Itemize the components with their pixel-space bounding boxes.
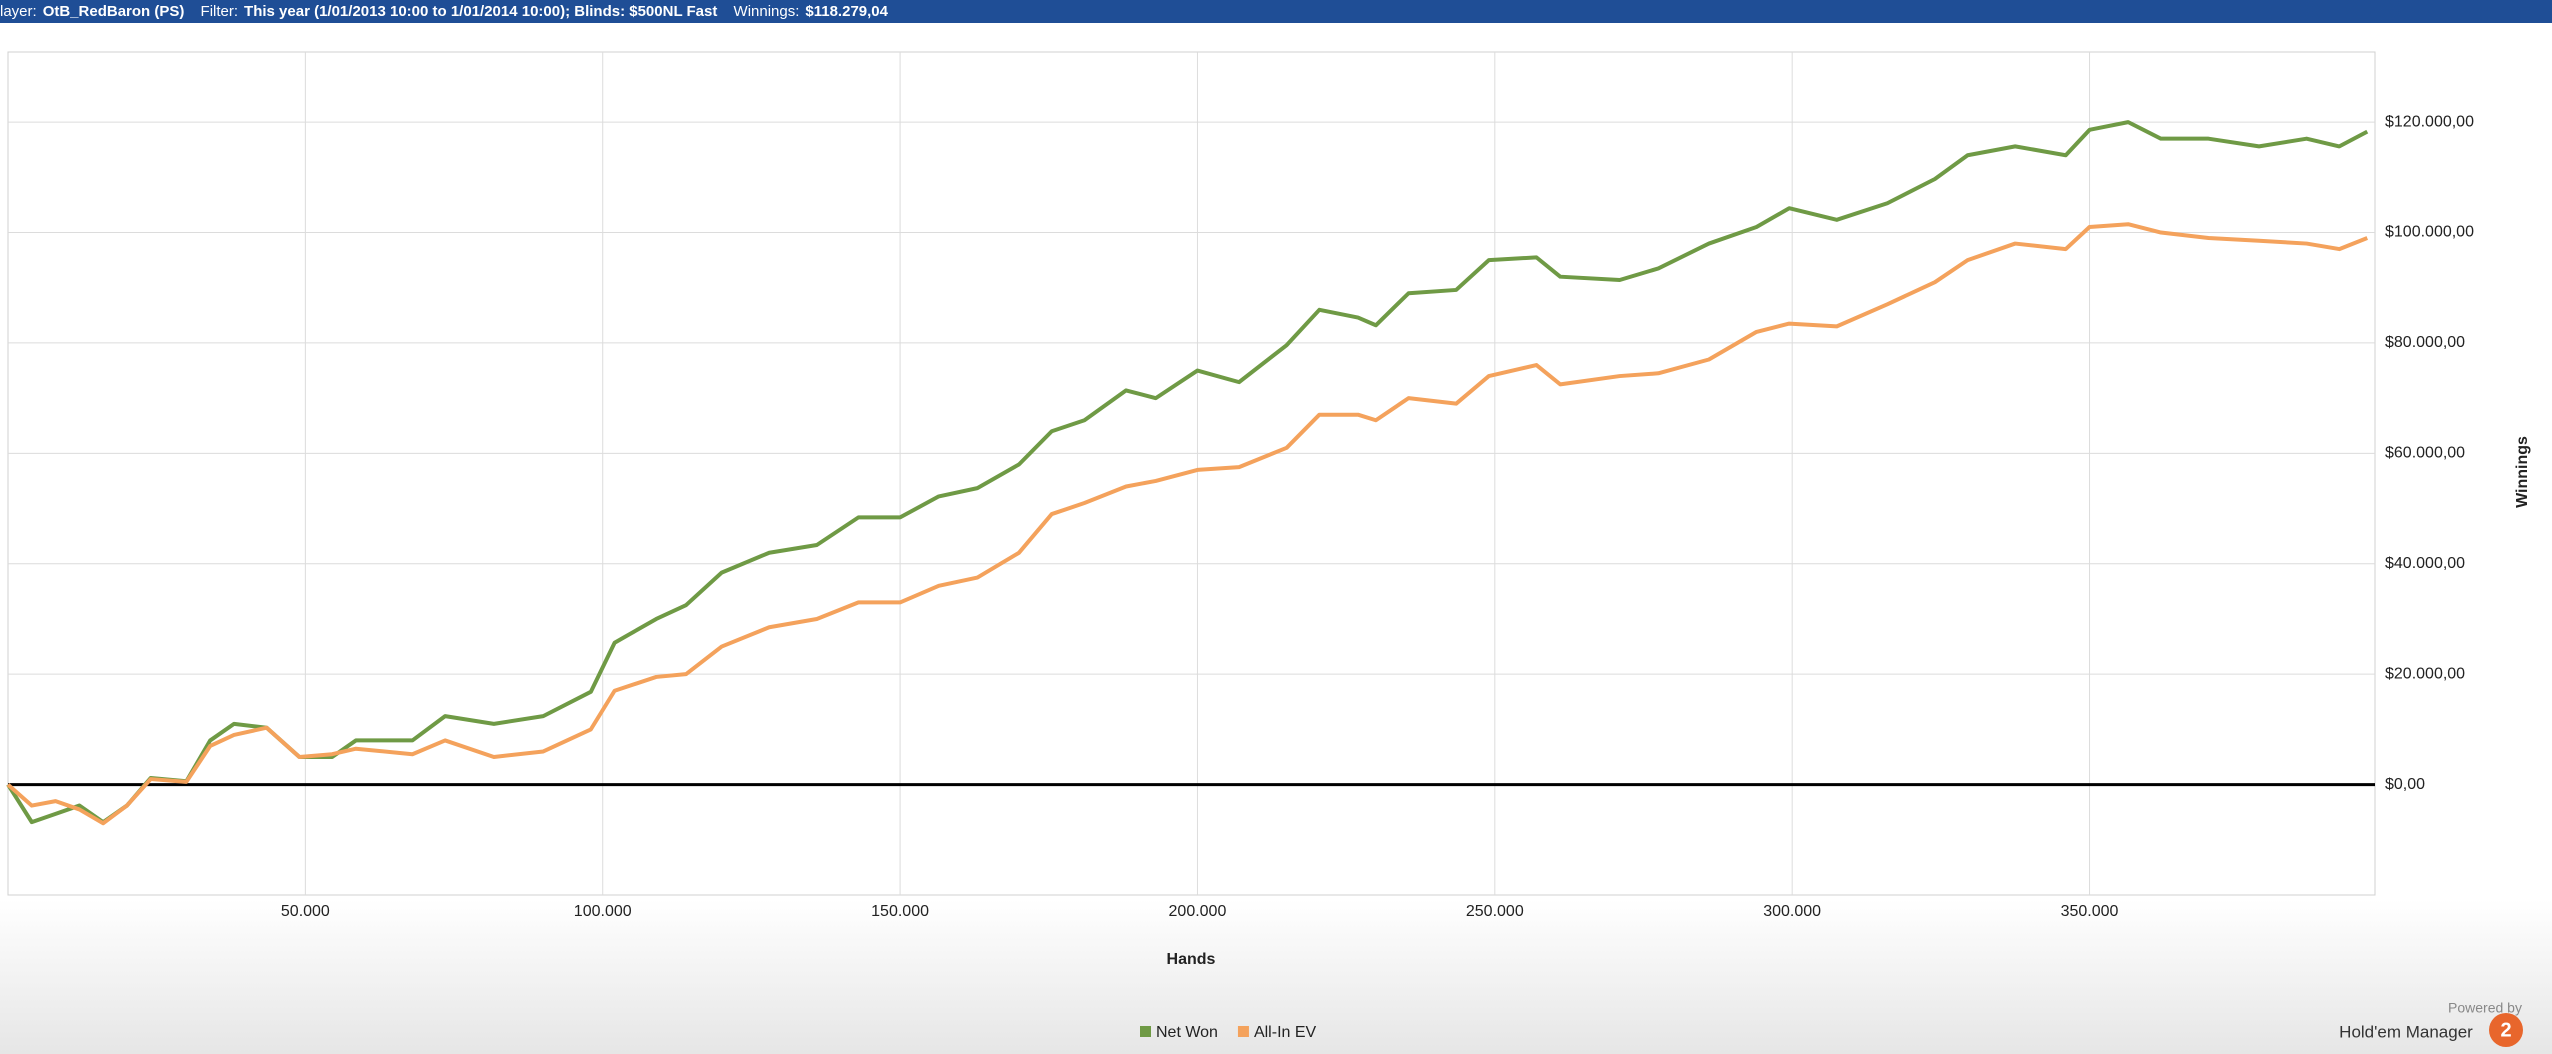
header-value: $118.279,04 (805, 3, 888, 20)
logo (2489, 1013, 2523, 1047)
legend-swatch (1237, 1026, 1249, 1037)
x-axis-title: Hands (1167, 951, 1216, 968)
header-label: Winnings: (733, 3, 800, 20)
x-tick-label: 150.000 (871, 903, 929, 920)
y-tick-label: $20.000,00 (2385, 665, 2465, 682)
y-tick-label: $120.000,00 (2385, 113, 2474, 130)
legend-label: All-In EV (1254, 1024, 1317, 1041)
series-line (6, 222, 2369, 826)
legend-label: Net Won (1156, 1024, 1218, 1041)
header-bar: layer: OtB_RedBaron (PS) Filter: This year… (0, 0, 2552, 23)
x-tick-label: 200.000 (1169, 903, 1227, 920)
x-tick-label: 50.000 (281, 903, 330, 920)
product-name: Hold'em Manager (2339, 1022, 2473, 1041)
x-tick-label: 350.000 (2061, 903, 2119, 920)
header-label: layer: (0, 3, 37, 20)
y-tick-label: $100.000,00 (2385, 224, 2474, 241)
header-label: Filter: (200, 3, 239, 20)
x-tick-label: 300.000 (1763, 903, 1821, 920)
x-tick-label: 100.000 (574, 903, 632, 920)
header-value: OtB_RedBaron (PS) (42, 3, 185, 20)
y-tick-label: $40.000,00 (2385, 555, 2465, 572)
header-value: This year (1/01/2013 10:00 to 1/01/2014 … (244, 3, 718, 20)
legend-swatch (1140, 1026, 1151, 1037)
powered-by: Powered by (2448, 1000, 2522, 1016)
y-tick-label: $60.000,00 (2385, 445, 2465, 462)
y-tick-label: $0,00 (2385, 776, 2425, 793)
logo-text: 2 (2500, 1019, 2511, 1041)
y-tick-label: $80.000,00 (2385, 334, 2465, 351)
y-axis-title: Winnings (2514, 436, 2531, 508)
x-tick-label: 250.000 (1466, 903, 1524, 920)
